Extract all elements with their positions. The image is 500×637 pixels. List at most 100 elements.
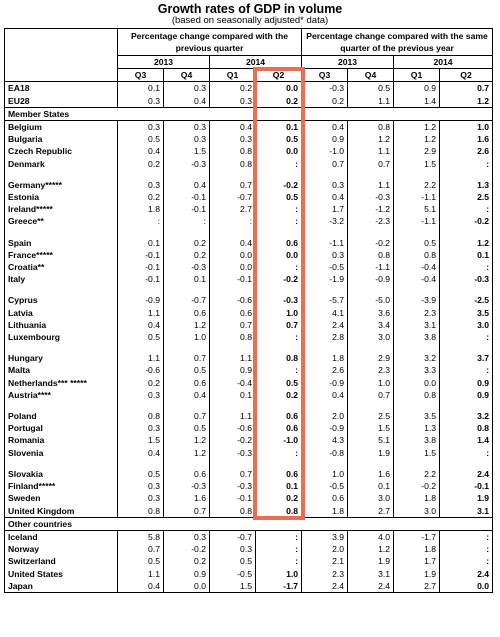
country-name: Denmark xyxy=(4,157,118,170)
value-cell: -0.4 xyxy=(393,261,441,274)
value-cell: 0.1 xyxy=(117,81,164,95)
value-cell: -1.0 xyxy=(255,434,303,447)
value-cell: -0.9 xyxy=(301,422,349,435)
value-cell: 0.8 xyxy=(255,504,303,518)
country-name: Sweden xyxy=(4,492,118,505)
value-cell: : xyxy=(163,215,210,228)
value-cell: 0.7 xyxy=(163,352,210,365)
value-cell: : xyxy=(209,215,256,228)
value-cell: 0.6 xyxy=(163,467,210,481)
value-cell: 1.5 xyxy=(209,579,256,593)
value-cell: -0.9 xyxy=(117,294,164,307)
country-name: Austria**** xyxy=(4,388,118,402)
country-name: Germany***** xyxy=(4,178,118,192)
value-cell: -0.4 xyxy=(393,273,441,286)
country-name: Bulgaria xyxy=(4,133,118,146)
value-cell: 3.9 xyxy=(301,530,349,544)
value-cell: 0.4 xyxy=(301,120,349,134)
value-cell: -0.1 xyxy=(209,273,256,286)
table-row: Portugal 0.3 0.5 -0.6 0.6 -0.9 1.5 1.3 0.8 xyxy=(4,422,493,435)
value-cell: 2.6 xyxy=(477,146,490,157)
value-cell: 0.3 xyxy=(209,133,256,146)
value-cell: 1.7 xyxy=(301,203,349,216)
value-cell: 0.7 xyxy=(163,410,210,423)
value-cell: 2.7 xyxy=(347,504,395,518)
country-name: Switzerland xyxy=(4,555,118,568)
value-cell: 2.1 xyxy=(301,555,349,568)
country-name: Poland xyxy=(4,410,118,423)
gdp-table: Percentage change compared with the prev… xyxy=(4,28,494,593)
value-cell: 1.5 xyxy=(117,434,164,447)
value-cell: -0.1 xyxy=(163,203,210,216)
value-cell: -1.2 xyxy=(347,203,395,216)
value-cell: 3.1 xyxy=(477,505,490,516)
country-name: Slovenia xyxy=(4,446,118,459)
value-cell: 4.1 xyxy=(301,306,349,319)
country-name: Italy xyxy=(4,273,118,286)
value-cell: 0.7 xyxy=(117,543,164,556)
value-cell: 0.3 xyxy=(117,120,164,134)
value-cell: 0.5 xyxy=(163,364,210,377)
country-name: Malta xyxy=(4,364,118,377)
value-cell: 0.8 xyxy=(393,248,441,262)
quarter-header: Q1 xyxy=(209,68,256,83)
country-name: Iceland xyxy=(4,530,118,544)
table-row: Japan 0.4 0.0 1.5 -1.7 2.4 2.4 2.7 0.0 xyxy=(4,579,493,593)
value-cell: 2.3 xyxy=(347,364,395,377)
quarter-header: Q1 xyxy=(393,68,441,83)
value-cell: 3.6 xyxy=(347,306,395,319)
value-cell: 0.7 xyxy=(301,157,349,170)
value-cell: 3.8 xyxy=(393,331,441,344)
value-cell: 1.5 xyxy=(393,446,441,459)
value-cell: 0.3 xyxy=(117,492,164,505)
value-cell: 4.3 xyxy=(301,434,349,447)
country-name: France***** xyxy=(4,248,118,262)
value-cell: : xyxy=(255,331,303,344)
table-row: Iceland 5.8 0.3 -0.7:3.9 4.0 -1.7: xyxy=(4,530,493,544)
value-cell: 1.9 xyxy=(393,567,441,580)
value-cell: 3.5 xyxy=(393,410,441,423)
value-cell: 1.0 xyxy=(477,122,490,133)
value-cell: 0.3 xyxy=(209,543,256,556)
table-row: Ireland***** 1.8 -0.1 2.7:1.7 -1.2 5.1: xyxy=(4,203,493,216)
value-cell: : xyxy=(255,446,303,459)
value-cell: 5.1 xyxy=(393,203,441,216)
value-cell: : xyxy=(255,530,303,544)
year-header: 2013 xyxy=(117,55,210,70)
value-cell: 1.8 xyxy=(301,352,349,365)
value-cell: 0.1 xyxy=(163,273,210,286)
value-cell: -0.2 xyxy=(163,543,210,556)
value-cell: 1.2 xyxy=(477,95,490,106)
value-cell: 0.5 xyxy=(117,555,164,568)
value-cell: 1.2 xyxy=(477,237,490,248)
value-cell: 1.6 xyxy=(477,134,490,145)
value-cell: 0.6 xyxy=(163,306,210,319)
table-row: Greece**:::: -3.2 -2.3 -1.1 -0.2 xyxy=(4,215,493,228)
value-cell: 0.9 xyxy=(301,133,349,146)
value-cell: 3.2 xyxy=(477,411,490,422)
value-cell: -0.2 xyxy=(209,434,256,447)
table-row: Lithuania 0.4 1.2 0.7 0.7 2.4 3.4 3.1 3.0 xyxy=(4,318,493,332)
table-row: Belgium 0.3 0.3 0.4 0.1 0.4 0.8 1.2 1.0 xyxy=(4,120,493,134)
value-cell: 1.2 xyxy=(393,120,441,134)
country-name: Ireland***** xyxy=(4,203,118,216)
value-cell: -0.3 xyxy=(163,157,210,170)
value-cell: 1.1 xyxy=(117,352,164,365)
value-cell: 3.1 xyxy=(347,567,395,580)
value-cell: 0.8 xyxy=(209,157,256,170)
value-cell: 0.2 xyxy=(255,492,303,505)
value-cell: 0.3 xyxy=(117,480,164,493)
value-cell: : xyxy=(486,544,490,555)
value-cell: : xyxy=(486,531,490,542)
value-cell: 0.1 xyxy=(347,480,395,493)
value-cell: 0.2 xyxy=(255,94,303,108)
quarter-header: Q2 xyxy=(439,68,493,83)
table-row: France***** -0.1 0.2 0.0 0.0 0.3 0.8 0.8 0.1 xyxy=(4,248,493,262)
country-name: Slovakia xyxy=(4,467,118,481)
value-cell: 1.3 xyxy=(393,422,441,435)
value-cell: 0.4 xyxy=(117,579,164,593)
value-cell: 0.2 xyxy=(117,157,164,170)
value-cell: 0.5 xyxy=(117,133,164,146)
value-cell: 2.4 xyxy=(301,318,349,332)
value-cell: 0.5 xyxy=(255,133,303,146)
